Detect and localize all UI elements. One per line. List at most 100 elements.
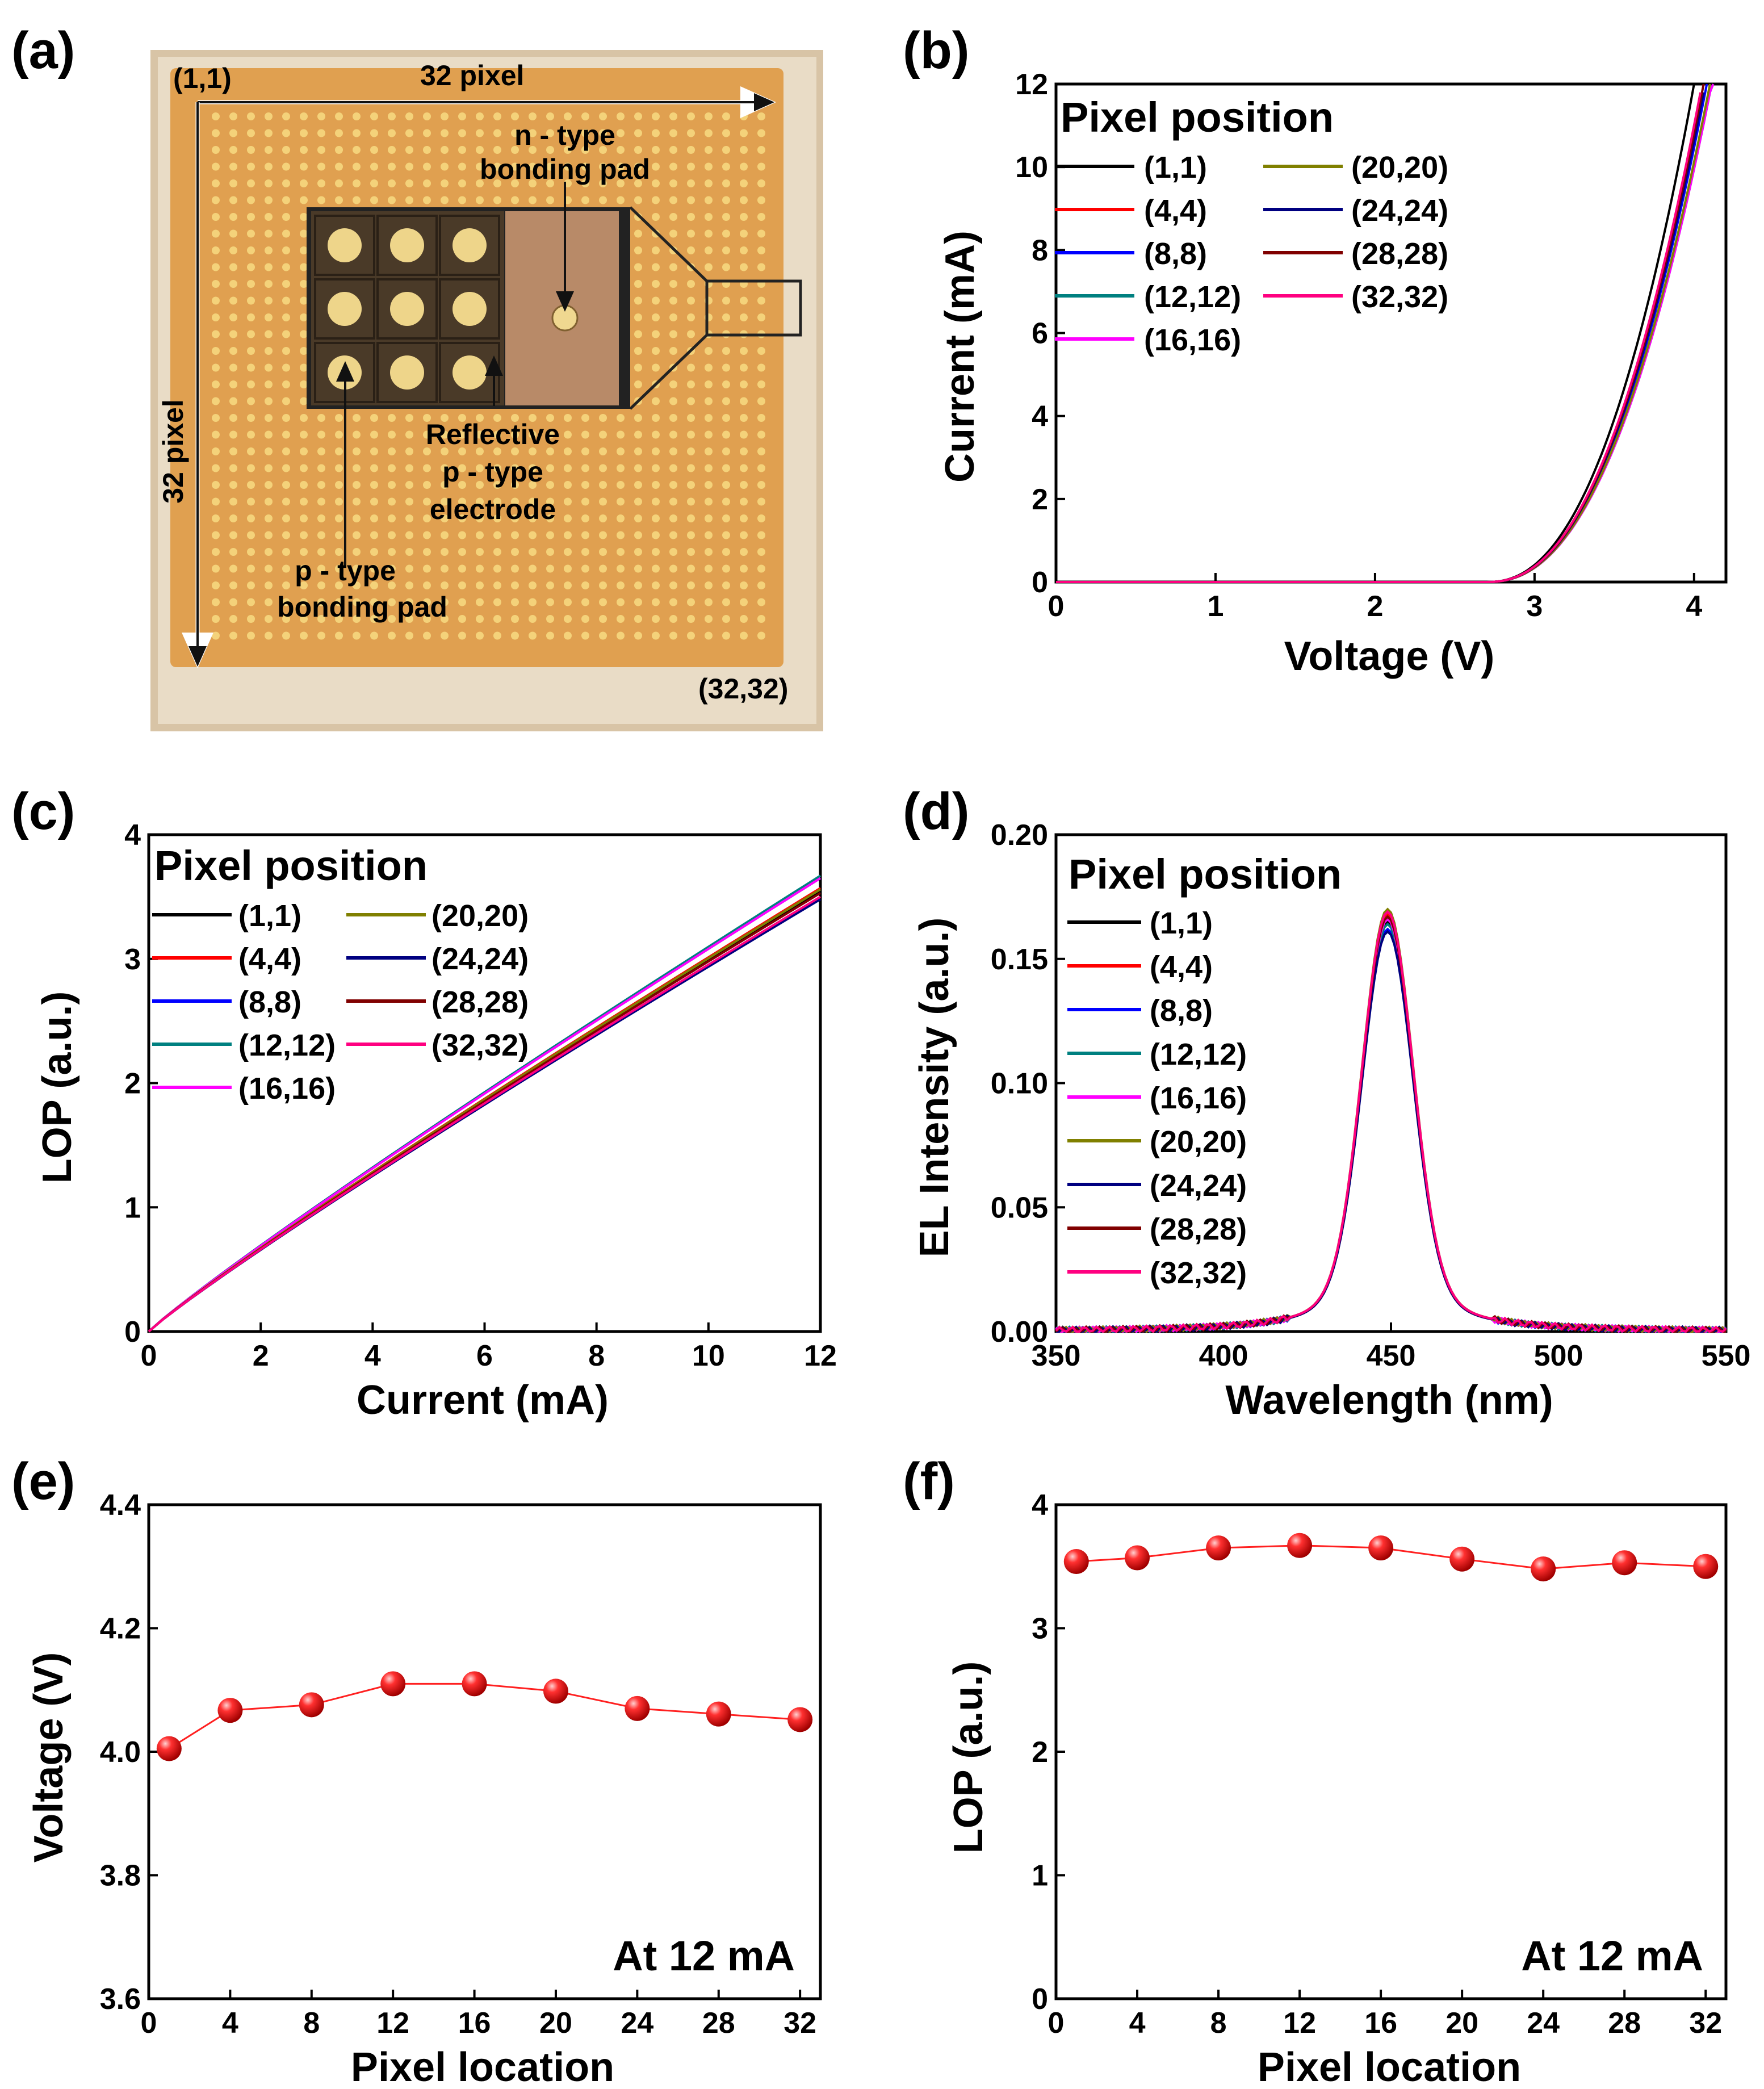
b-legend-title: Pixel position [1061,94,1334,141]
pixel-dot [687,246,695,254]
pixel-dot [617,548,625,556]
b-xtick-label: 2 [1367,590,1383,623]
e-ylabel: Voltage (V) [26,1652,72,1863]
pixel-dot [652,112,660,120]
pixel-dot [740,196,748,204]
pixel-dot [493,430,501,439]
e-xtick-label: 0 [141,2007,157,2040]
pixel-dot [247,213,255,221]
pixel-dot [652,397,660,405]
pixel-dot [247,363,255,372]
pixel-dot [317,447,325,455]
pixel-dot [581,615,589,623]
pixel-dot [423,414,431,422]
pixel-dot [247,146,255,154]
pixel-dot [652,162,660,171]
pixel-dot [669,531,677,539]
pixel-dot [353,615,361,623]
pixel-dot [335,464,343,472]
pixel-dot [317,179,325,187]
pixel-dot [300,330,308,338]
pixel-dot [564,564,572,573]
f-point-8 [1206,1535,1231,1561]
pixel-dot [722,564,730,573]
c-xtick-label: 10 [692,1339,725,1372]
pixel-dot [212,296,220,305]
lop-series-16-16 [148,877,822,1333]
pixel-dot [599,447,607,455]
pixel-dot [757,263,765,271]
pixel-dot [212,615,220,623]
b-legend-label-4-4: (4,4) [1144,194,1207,228]
inset-pad-grid [314,215,500,403]
pixel-dot [511,631,519,640]
f-xtick-label: 28 [1608,2007,1641,2040]
pixel-dot [300,213,308,221]
b-xtick-label: 1 [1207,590,1224,623]
pixel-dot [300,548,308,556]
pixel-dot [634,263,642,271]
pixel-dot [282,363,290,372]
pixel-dot [617,598,625,606]
pixel-dot [370,631,378,640]
pixel-dot [722,213,730,221]
pixel-dot [212,112,220,120]
pixel-dot [546,430,554,439]
pixel-dot [317,481,325,489]
pixel-dot [722,531,730,539]
pixel-dot [300,380,308,388]
pixel-dot [722,246,730,254]
pixel-dot [740,229,748,238]
pixel-dot [317,146,325,154]
pixel-dot [564,414,572,422]
pixel-dot [212,280,220,288]
pixel-dot [669,179,677,187]
pixel-dot [669,430,677,439]
pixel-dot [229,598,237,606]
c-ytick-label: 3 [124,943,141,976]
pixel-dot [722,380,730,388]
b-xtick-label: 3 [1526,590,1543,623]
b-xlabel: Voltage (V) [1284,634,1495,679]
pixel-dot [493,112,501,120]
pixel-dot [476,481,484,489]
pixel-dot [265,213,273,221]
pixel-dot [687,447,695,455]
pixel-dot [634,112,642,120]
pixel-dot [511,196,519,204]
pixel-dot [476,430,484,439]
pixel-dot [317,430,325,439]
pixel-dot [669,296,677,305]
pixel-dot [617,564,625,573]
pixel-dot [740,246,748,254]
pixel-dot [652,129,660,137]
pixel-dot [617,179,625,187]
pixel-dot [212,347,220,355]
panel-f-letter: (f) [903,1452,955,1510]
e-axes-frame [147,1503,822,2000]
pixel-dot [335,447,343,455]
pixel-dot [705,162,713,171]
pixel-dot [599,531,607,539]
pixel-dot [335,414,343,422]
pixel-dot [441,464,449,472]
pixel-dot [458,481,466,489]
pixel-dot [722,598,730,606]
pixel-dot [370,581,378,589]
c-xtick-label: 6 [476,1339,493,1372]
b-legend-label-1-1: (1,1) [1144,150,1207,185]
pixel-dot [423,631,431,640]
e-ytick-label: 4.4 [100,1489,141,1522]
pixel-dot [740,363,748,372]
pixel-dot [529,430,537,439]
pixel-dot [529,598,537,606]
pixel-dot [564,481,572,489]
b-ytick-label: 0 [1032,566,1048,599]
b-ytick-label: 6 [1032,317,1048,350]
pixel-dot [564,631,572,640]
pixel-dot [511,598,519,606]
c-legend-label-12-12: (12,12) [238,1028,336,1062]
e-ytick-label: 3.6 [100,1983,141,2016]
pixel-dot [282,330,290,338]
pixel-dot [300,631,308,640]
